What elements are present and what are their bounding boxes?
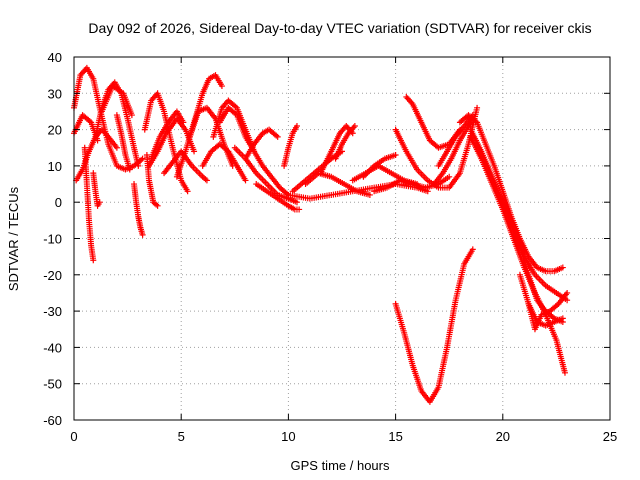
y-tick-label: -60 [43, 413, 62, 428]
x-tick-label: 20 [496, 429, 510, 444]
series-pass-17 [199, 141, 249, 184]
series-pass-14 [161, 148, 210, 184]
y-axis-title: SDTVAR / TECUs [6, 186, 21, 291]
series-pass-42 [525, 300, 566, 329]
series-pass-8 [113, 112, 133, 173]
x-tick-label: 5 [178, 429, 185, 444]
data-point [126, 166, 133, 173]
data-point [90, 257, 97, 264]
x-axis-title: GPS time / hours [291, 458, 390, 473]
x-tick-label: 25 [603, 429, 617, 444]
series-pass-21 [242, 126, 281, 162]
series-pass-5 [90, 170, 103, 209]
series-pass-35 [431, 115, 476, 188]
series-pass-30 [360, 152, 399, 180]
data-point [135, 162, 142, 169]
series-pass-9 [131, 181, 146, 238]
chart-title: Day 092 of 2026, Sidereal Day-to-day VTE… [88, 20, 591, 36]
data-point [139, 155, 146, 162]
y-tick-label: 10 [48, 159, 62, 174]
data-point [474, 104, 481, 111]
series-pass-39 [467, 133, 568, 376]
data-point [191, 148, 198, 155]
data-point [180, 119, 187, 126]
series-pass-7 [98, 83, 135, 119]
series-pass-19 [216, 104, 292, 198]
data-layer [71, 64, 571, 405]
series-pass-34 [392, 246, 476, 405]
data-point [154, 202, 161, 209]
data-point [564, 289, 571, 296]
series-pass-31 [371, 173, 453, 195]
data-point [469, 246, 476, 253]
x-tick-label: 0 [70, 429, 77, 444]
data-point [446, 173, 453, 180]
data-point [296, 206, 303, 213]
data-point [293, 199, 300, 206]
data-point [203, 177, 210, 184]
x-tick-label: 10 [281, 429, 295, 444]
y-tick-label: 0 [55, 195, 62, 210]
tick-layer: 0 5 10 15 20 25 -60 -50 -40 -30 -20 -10 0 10 20 30 40 [43, 50, 617, 444]
data-point [392, 152, 399, 159]
data-point [128, 112, 135, 119]
data-point [96, 199, 103, 206]
y-tick-label: -40 [43, 340, 62, 355]
y-tick-label: 30 [48, 86, 62, 101]
data-point [366, 191, 373, 198]
data-point [218, 83, 225, 90]
x-tick-label: 15 [388, 429, 402, 444]
data-point [274, 133, 281, 140]
data-point [184, 188, 191, 195]
data-point [564, 297, 571, 304]
data-point [139, 231, 146, 238]
data-point [351, 122, 358, 129]
data-point [113, 144, 120, 151]
series-pass-6 [92, 79, 142, 169]
y-tick-label: -20 [43, 268, 62, 283]
data-point [559, 264, 566, 271]
data-point [559, 315, 566, 322]
data-point [561, 369, 568, 376]
series-pass-23 [281, 122, 300, 169]
series-pass-13 [148, 108, 187, 162]
series-pass-40 [474, 141, 566, 325]
y-tick-label: 20 [48, 123, 62, 138]
y-tick-label: -30 [43, 304, 62, 319]
series-pass-26 [302, 170, 373, 198]
y-tick-label: -50 [43, 377, 62, 392]
series-pass-22 [253, 181, 303, 213]
grid-layer [74, 57, 610, 420]
y-tick-label: -10 [43, 232, 62, 247]
data-point [242, 177, 249, 184]
y-tick-label: 40 [48, 50, 62, 65]
series-pass-28 [332, 122, 358, 162]
data-point [293, 122, 300, 129]
series-pass-4 [81, 144, 97, 264]
